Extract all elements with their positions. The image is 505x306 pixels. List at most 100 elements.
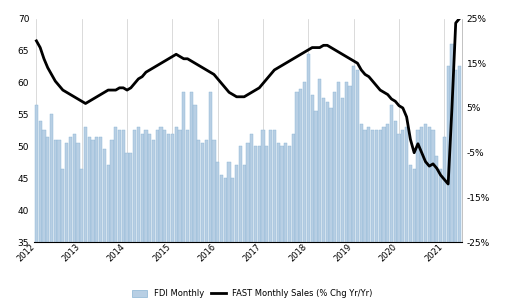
Bar [254,146,257,306]
Bar [201,143,204,306]
Bar [356,70,359,306]
Bar [303,82,306,306]
Bar [326,102,329,306]
Bar [450,44,453,306]
Bar [284,143,287,306]
Bar [54,140,57,306]
Bar [443,137,446,306]
Bar [118,130,121,306]
Bar [95,137,98,306]
Bar [122,130,125,306]
Bar [133,130,136,306]
Bar [103,150,106,306]
Bar [277,143,280,306]
Bar [454,70,458,306]
Bar [231,178,234,306]
Bar [65,143,68,306]
Bar [212,140,216,306]
Bar [428,127,431,306]
Bar [337,82,340,306]
Bar [69,137,72,306]
Bar [178,130,182,306]
Bar [129,153,132,306]
Bar [258,146,261,306]
Bar [148,133,152,306]
Bar [209,92,212,306]
Bar [318,79,321,306]
Bar [409,166,412,306]
Bar [58,140,61,306]
Bar [42,130,45,306]
Bar [137,127,140,306]
Bar [435,156,438,306]
Bar [367,127,371,306]
Bar [205,140,208,306]
Bar [420,127,423,306]
Bar [114,127,117,306]
Bar [88,137,91,306]
Bar [295,92,298,306]
Bar [186,130,189,306]
Bar [76,143,80,306]
Bar [333,92,336,306]
Bar [216,162,219,306]
Bar [348,86,351,306]
Bar [431,130,435,306]
Bar [156,130,159,306]
Bar [61,169,65,306]
Bar [401,130,405,306]
Bar [182,92,185,306]
Bar [360,124,363,306]
Bar [314,111,318,306]
Legend: FDI Monthly, FAST Monthly Sales (% Chg Yr/Yr): FDI Monthly, FAST Monthly Sales (% Chg Y… [129,286,376,302]
Bar [91,140,94,306]
Bar [220,175,223,306]
Bar [375,130,378,306]
Bar [386,124,389,306]
Bar [273,130,276,306]
Bar [80,169,83,306]
Bar [341,98,344,306]
Bar [269,130,272,306]
Bar [390,105,393,306]
Bar [163,130,167,306]
Bar [242,166,246,306]
Bar [322,98,325,306]
Bar [352,66,356,306]
Bar [307,54,310,306]
Bar [50,114,53,306]
Bar [262,130,265,306]
Bar [288,146,291,306]
Bar [239,146,242,306]
Bar [458,66,461,306]
Bar [292,133,295,306]
Bar [197,140,200,306]
Bar [235,166,238,306]
Bar [160,127,163,306]
Bar [379,130,382,306]
Bar [280,146,283,306]
Bar [167,133,170,306]
Bar [424,124,427,306]
Bar [250,133,254,306]
Bar [224,178,227,306]
Bar [439,169,442,306]
Bar [413,169,416,306]
Bar [446,66,450,306]
Bar [73,133,76,306]
Bar [190,92,193,306]
Bar [125,153,129,306]
Bar [416,130,420,306]
Bar [38,121,42,306]
Bar [111,140,114,306]
Bar [394,121,397,306]
Bar [311,95,314,306]
Bar [382,127,385,306]
Bar [364,130,367,306]
Bar [397,133,400,306]
Bar [99,137,102,306]
Bar [152,140,155,306]
Bar [107,166,110,306]
Bar [227,162,231,306]
Bar [405,127,408,306]
